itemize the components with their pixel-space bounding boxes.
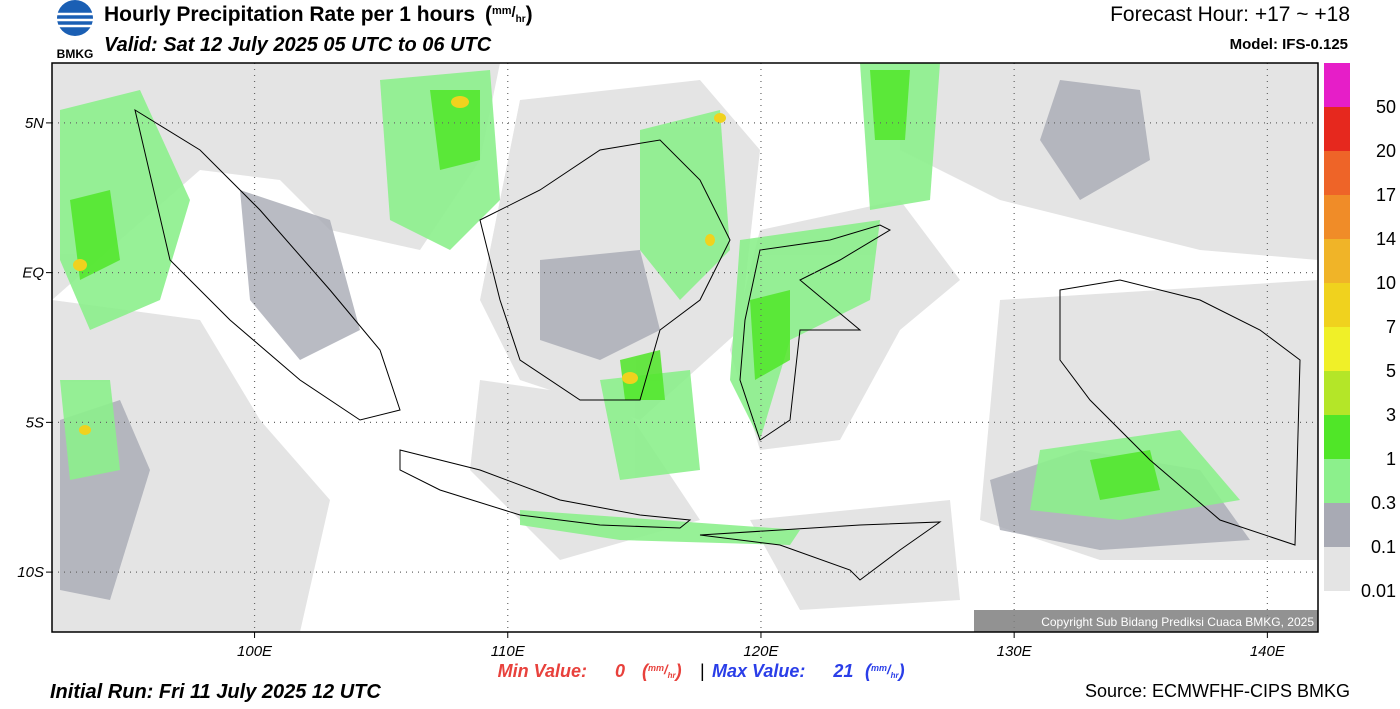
copyright: Copyright Sub Bidang Prediksi Cuaca BMKG… bbox=[1041, 615, 1314, 629]
unit-den: hr bbox=[668, 671, 677, 680]
legend-label: 5 bbox=[1386, 361, 1396, 381]
source: Source: ECMWFHF-CIPS BMKG bbox=[1085, 681, 1350, 701]
legend-label: 17 bbox=[1376, 185, 1396, 205]
max-value: 21 bbox=[832, 661, 853, 681]
logo-text: BMKG bbox=[57, 47, 94, 61]
legend-label: 0.01 bbox=[1361, 581, 1396, 601]
lat-tick-label: 5N bbox=[25, 115, 44, 132]
legend-label: 7 bbox=[1386, 317, 1396, 337]
unit-num: mm bbox=[492, 5, 512, 17]
logo: BMKG bbox=[57, 0, 94, 61]
min-stat: Min Value: 0 bbox=[498, 661, 625, 681]
legend-label: 20 bbox=[1376, 141, 1396, 161]
separator: | bbox=[700, 661, 705, 681]
legend-swatch bbox=[1324, 195, 1350, 239]
legend-label: 10 bbox=[1376, 273, 1396, 293]
min-value: 0 bbox=[615, 661, 625, 681]
unit-close: ) bbox=[526, 3, 533, 26]
initial-run: Initial Run: Fri 11 July 2025 12 UTC bbox=[50, 681, 381, 703]
unit-close: ) bbox=[897, 661, 905, 681]
legend-swatch bbox=[1324, 151, 1350, 195]
model: Model: IFS-0.125 bbox=[1230, 36, 1348, 53]
legend-swatch bbox=[1324, 459, 1350, 503]
legend-swatch bbox=[1324, 283, 1350, 327]
legend-swatch bbox=[1324, 547, 1350, 591]
max-stat: Max Value: 21 bbox=[712, 661, 853, 681]
legend-label: 0.3 bbox=[1371, 493, 1396, 513]
unit-open: ( bbox=[865, 661, 873, 681]
unit-slash: / bbox=[663, 662, 669, 677]
min-label: Min Value: bbox=[498, 661, 587, 681]
lon-tick-label: 110E bbox=[491, 643, 526, 660]
legend-swatch bbox=[1324, 239, 1350, 283]
title: Hourly Precipitation Rate per 1 hours (m… bbox=[104, 3, 533, 26]
valid-time: Valid: Sat 12 July 2025 05 UTC to 06 UTC bbox=[104, 34, 492, 56]
lon-tick-label: 130E bbox=[997, 643, 1033, 660]
legend-swatch bbox=[1324, 415, 1350, 459]
lat-tick-label: 5S bbox=[26, 414, 44, 431]
legend-label: 0.1 bbox=[1371, 537, 1396, 557]
unit-num: mm bbox=[648, 663, 664, 673]
legend-swatch bbox=[1324, 327, 1350, 371]
max-unit: (mm/hr) bbox=[865, 661, 905, 681]
unit-open: ( bbox=[485, 3, 492, 26]
lon-tick-label: 140E bbox=[1250, 643, 1286, 660]
lat-tick-label: 10S bbox=[17, 564, 44, 581]
legend-swatch bbox=[1324, 371, 1350, 415]
legend-label: 3 bbox=[1386, 405, 1396, 425]
lat-tick-label: EQ bbox=[22, 265, 44, 282]
legend-swatch bbox=[1324, 503, 1350, 547]
lon-tick-label: 100E bbox=[237, 643, 273, 660]
unit-open: ( bbox=[642, 661, 650, 681]
unit-slash: / bbox=[512, 4, 517, 21]
unit-den: hr bbox=[516, 14, 526, 25]
map-frame bbox=[51, 62, 1319, 633]
legend-swatch bbox=[1324, 63, 1350, 107]
unit-close: ) bbox=[674, 661, 682, 681]
legend-swatch bbox=[1324, 107, 1350, 151]
unit-num: mm bbox=[871, 663, 887, 673]
legend-label: 14 bbox=[1376, 229, 1396, 249]
lon-tick-label: 120E bbox=[743, 643, 779, 660]
forecast-hour: Forecast Hour: +17 ~ +18 bbox=[1110, 3, 1350, 26]
legend-label: 1 bbox=[1386, 449, 1396, 469]
legend-label: 50 bbox=[1376, 97, 1396, 117]
title-text: Hourly Precipitation Rate per 1 hours bbox=[104, 3, 475, 26]
map: Copyright Sub Bidang Prediksi Cuaca BMKG… bbox=[52, 63, 1318, 632]
unit-den: hr bbox=[891, 671, 900, 680]
min-unit: (mm/hr) bbox=[642, 661, 682, 681]
max-label: Max Value: bbox=[712, 661, 805, 681]
unit-slash: / bbox=[886, 662, 892, 677]
